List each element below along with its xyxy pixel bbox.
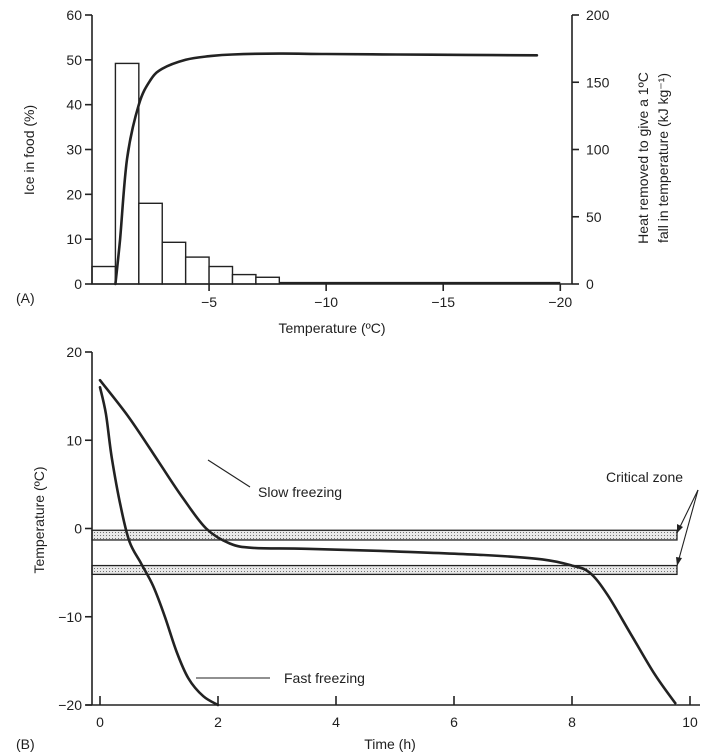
a-xtick-label-3: −20 — [548, 294, 572, 310]
bar-7 — [255, 276, 281, 285]
bar-0 — [91, 265, 117, 285]
panel-b-x-label: Time (h) — [364, 736, 416, 752]
a-ytick-label-3: 30 — [66, 142, 82, 158]
a-ytick-label-2: 20 — [66, 186, 82, 202]
bar-3 — [161, 241, 187, 285]
panel-a-y2-label-line2: fall in temperature (kJ kg⁻¹) — [655, 73, 671, 243]
a-ytick-label-6: 60 — [66, 7, 82, 23]
fast-freezing-curve — [98, 386, 220, 707]
a-y2tick-label-1: 50 — [586, 209, 602, 225]
b-ytick-label-1: 10 — [66, 432, 82, 448]
a-xtick-label-2: −15 — [431, 294, 455, 310]
a-ytick-label-4: 40 — [66, 97, 82, 113]
critical-zone-leader-lower — [676, 489, 699, 567]
b-xtick-label-5: 10 — [682, 714, 698, 730]
b-ytick-label-2: 0 — [74, 521, 82, 537]
panel-b-label: (B) — [16, 736, 35, 752]
b-ytick-label-0: 20 — [66, 344, 82, 360]
b-xtick-label-2: 4 — [332, 714, 340, 730]
ice-content-curve — [114, 52, 539, 286]
b-ytick-label-3: −10 — [58, 609, 82, 625]
bar-2 — [138, 202, 163, 285]
critical-zone-label: Critical zone — [606, 469, 683, 485]
a-ytick-label-1: 10 — [66, 231, 82, 247]
b-xtick-label-1: 2 — [214, 714, 222, 730]
panel-a-y-label: Ice in food (%) — [21, 105, 37, 195]
b-xtick-label-0: 0 — [96, 714, 104, 730]
panel-a-x-label: Temperature (ºC) — [278, 320, 385, 336]
panel-b-curves — [98, 378, 677, 707]
a-y2tick-label-0: 0 — [586, 276, 594, 292]
slow-freezing-label: Slow freezing — [258, 484, 342, 500]
a-ytick-label-0: 0 — [74, 276, 82, 292]
fast-freezing-label: Fast freezing — [284, 670, 365, 686]
bar-5 — [208, 265, 234, 285]
panel-a-ticks: 0 10 20 30 40 50 60 0 50 100 150 200 −5 −10 −15 −20 — [66, 7, 609, 310]
panel-b-ticks: 20 10 0 −10 −20 0 2 4 6 8 10 — [58, 344, 698, 730]
panel-b-y-label: Temperature (ºC) — [31, 466, 47, 573]
a-ytick-label-5: 50 — [66, 52, 82, 68]
panel-b: 20 10 0 −10 −20 0 2 4 6 8 10 Slow freezing Fast fr… — [16, 344, 700, 752]
slow-freezing-leader — [207, 459, 251, 488]
b-xtick-label-3: 6 — [450, 714, 458, 730]
b-ytick-label-4: −20 — [58, 697, 82, 713]
a-xtick-label-1: −10 — [314, 294, 338, 310]
panel-a: 0 10 20 30 40 50 60 0 50 100 150 200 −5 −10 −15 −20 (A)… — [16, 7, 671, 336]
a-xtick-label-0: −5 — [201, 294, 217, 310]
critical-zone-arrowhead-lower — [676, 557, 682, 566]
a-y2tick-label-3: 150 — [586, 74, 610, 90]
bar-4 — [184, 256, 210, 285]
slow-freezing-curve — [98, 378, 677, 705]
a-y2tick-label-4: 200 — [586, 7, 610, 23]
panel-a-y2-label-line1: Heat removed to give a 1ºC — [635, 72, 651, 244]
bar-6 — [231, 273, 257, 285]
a-y2tick-label-2: 100 — [586, 142, 610, 158]
panel-a-curves — [114, 52, 561, 286]
critical-zone-arrowhead-upper — [677, 524, 683, 533]
critical-zone-band-0 — [91, 529, 678, 541]
panel-a-label: (A) — [16, 290, 35, 306]
b-xtick-label-4: 8 — [568, 714, 576, 730]
